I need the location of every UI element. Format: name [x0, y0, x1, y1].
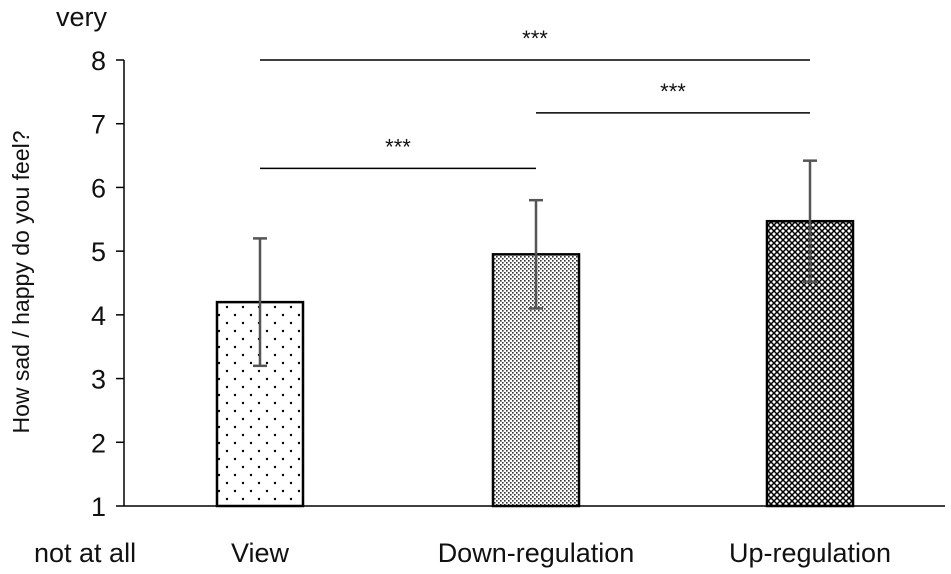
x-tick-label: View: [231, 538, 290, 568]
y-tick-label: 5: [91, 237, 106, 267]
y-bottom-anchor: not at all: [34, 538, 136, 568]
y-top-anchor: very: [56, 2, 108, 32]
y-axis-title: How sad / happy do you feel?: [8, 130, 34, 433]
significance-label: ***: [660, 79, 686, 104]
error-bars: [253, 159, 817, 368]
bar-up-regulation: [765, 219, 855, 508]
y-ticks: 1 2 3 4 5 6 7 8: [91, 46, 124, 522]
significance-brackets: *** *** ***: [260, 26, 810, 170]
y-tick-label: 8: [91, 46, 106, 76]
y-tick-label: 4: [91, 301, 106, 331]
y-tick-label: 6: [91, 173, 106, 203]
y-tick-label: 7: [91, 110, 106, 140]
x-tick-label: Down-regulation: [438, 538, 635, 568]
x-tick-label: Up-regulation: [729, 538, 891, 568]
significance-label: ***: [522, 26, 548, 51]
x-tick-labels: View Down-regulation Up-regulation: [231, 538, 891, 568]
y-tick-label: 1: [91, 492, 106, 522]
y-tick-label: 3: [91, 365, 106, 395]
significance-label: ***: [385, 134, 411, 159]
y-tick-label: 2: [91, 428, 106, 458]
